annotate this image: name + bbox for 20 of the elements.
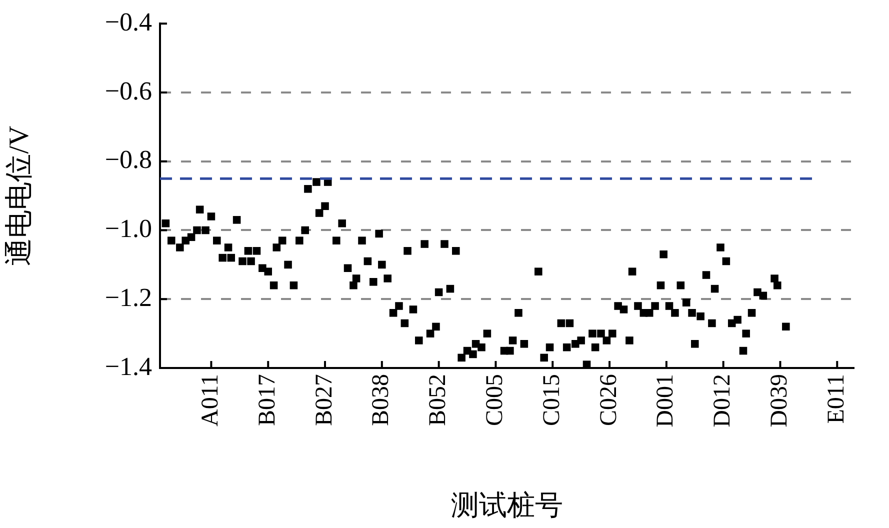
x-tick-label: B052: [425, 374, 452, 426]
x-tick-label: C005: [482, 374, 508, 426]
y-tick-label: −0.4: [104, 7, 152, 36]
x-tick-label: E011: [823, 374, 850, 424]
x-tick-label: D001: [652, 374, 679, 428]
x-tick-label: B017: [254, 374, 280, 426]
y-tick-label: −0.6: [104, 76, 152, 106]
y-tick-label: −1.2: [104, 282, 152, 312]
y-tick-label: −1.4: [104, 352, 152, 381]
x-tick-label: B027: [311, 374, 338, 426]
y-tick-label: −1.0: [104, 214, 152, 244]
x-tick-label: B038: [368, 374, 394, 426]
y-axis-title: 通电电位/V: [4, 126, 36, 266]
y-tick-label: −0.8: [104, 145, 152, 174]
x-axis-title: 测试桩号: [451, 490, 564, 522]
x-tick-label: A011: [198, 374, 224, 426]
x-tick-label: C026: [596, 374, 622, 426]
x-tick-label: D039: [766, 374, 793, 428]
x-tick-label: D012: [710, 374, 736, 428]
x-tick-label: C015: [538, 374, 565, 426]
